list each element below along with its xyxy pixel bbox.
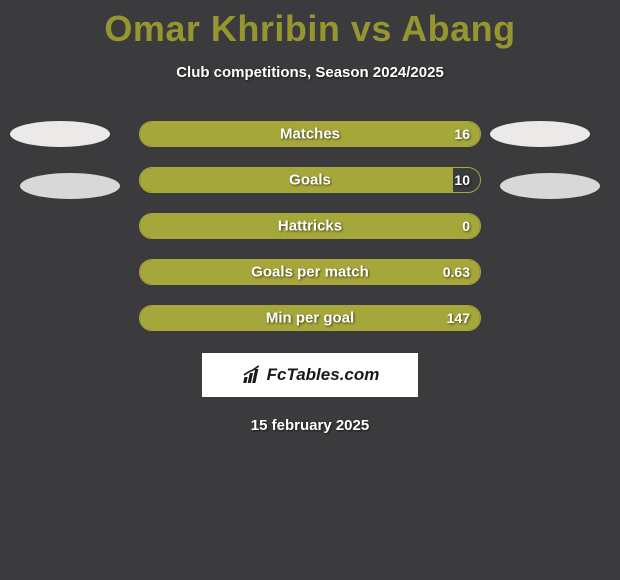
player-marker-left-top	[10, 121, 110, 147]
player-marker-left-bottom	[20, 173, 120, 199]
stat-bar-value: 0.63	[443, 264, 470, 280]
stat-bar-label: Goals	[289, 172, 331, 189]
stat-bar-hattricks: Hattricks 0	[139, 213, 481, 239]
stat-bar-goals-per-match: Goals per match 0.63	[139, 259, 481, 285]
page-title: Omar Khribin vs Abang	[0, 0, 620, 50]
stat-bar-label: Min per goal	[266, 310, 354, 327]
date-label: 15 february 2025	[0, 417, 620, 434]
stat-bar-label: Goals per match	[251, 264, 369, 281]
stat-bar-value: 16	[454, 126, 470, 142]
player-marker-right-bottom	[500, 173, 600, 199]
subtitle: Club competitions, Season 2024/2025	[0, 64, 620, 81]
stat-bar-value: 0	[462, 218, 470, 234]
stat-bar-value: 10	[454, 172, 470, 188]
stat-bar-matches: Matches 16	[139, 121, 481, 147]
player-marker-right-top	[490, 121, 590, 147]
stat-bar-label: Hattricks	[278, 218, 342, 235]
bar-chart-icon	[241, 365, 263, 385]
stat-bars: Matches 16 Goals 10 Hattricks 0 Goals pe…	[139, 121, 481, 331]
source-logo-text: FcTables.com	[267, 365, 380, 385]
stat-bar-value: 147	[447, 310, 470, 326]
source-logo: FcTables.com	[202, 353, 418, 397]
stat-bar-goals: Goals 10	[139, 167, 481, 193]
stat-bar-min-per-goal: Min per goal 147	[139, 305, 481, 331]
stat-bar-label: Matches	[280, 126, 340, 143]
comparison-area: Matches 16 Goals 10 Hattricks 0 Goals pe…	[0, 121, 620, 331]
